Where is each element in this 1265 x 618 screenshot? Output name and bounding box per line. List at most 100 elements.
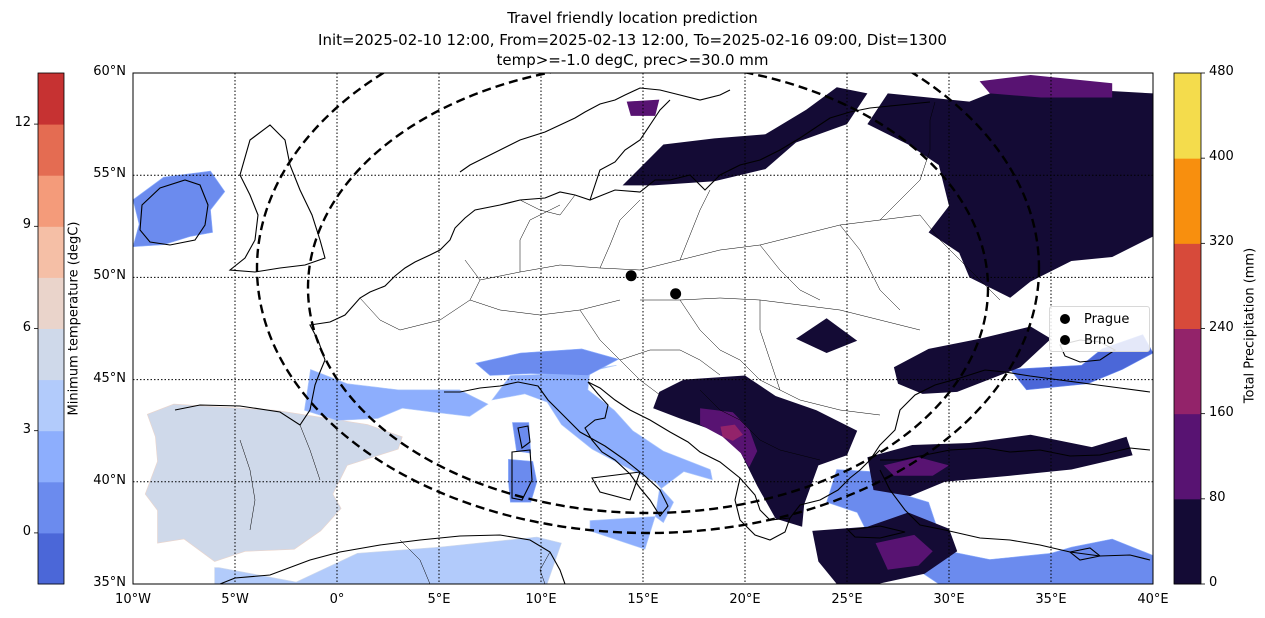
city-marker-prague	[625, 270, 637, 282]
precipitation-colorbar-tick-label: 400	[1209, 149, 1234, 165]
lon-tick-label: 15°E	[627, 592, 659, 607]
coastline-greece	[734, 477, 791, 541]
temperature-colorbar-tick-label: 3	[22, 421, 31, 437]
lat-tick-label: 60°N	[93, 64, 126, 79]
coastline-europe	[174, 101, 931, 426]
precipitation-colorbar-segment	[1174, 243, 1201, 329]
coastline-sardinia	[511, 449, 533, 501]
lat-tick-label: 55°N	[93, 166, 126, 182]
precipitation-colorbar-tick-label: 160	[1209, 404, 1234, 420]
precipitation-colorbar	[1173, 72, 1205, 585]
temperature-region-france-s	[304, 368, 489, 421]
lon-tick-label: 35°E	[1035, 592, 1067, 607]
legend: Prague Brno	[1049, 306, 1150, 352]
precipitation-region-romania-e	[893, 326, 1051, 394]
coastline-cyprus	[1068, 547, 1102, 561]
precipitation-colorbar-segment	[1174, 73, 1201, 159]
temperature-region-sicily	[589, 516, 656, 550]
precipitation-colorbar-segment	[1174, 158, 1201, 244]
precipitation-colorbar-segment	[1174, 413, 1201, 500]
temperature-region-sardinia	[508, 458, 538, 503]
legend-entry-brno: Brno	[1060, 331, 1114, 349]
lon-tick-label: 10°W	[115, 592, 151, 607]
temperature-colorbar-segment	[38, 379, 64, 432]
distance-circle-outer	[255, 73, 1041, 535]
lat-tick-label: 50°N	[93, 268, 126, 284]
chart-subtitle-params: Init=2025-02-10 12:00, From=2025-02-13 1…	[318, 31, 947, 49]
precipitation-region-baltic-spot	[626, 99, 660, 116]
lat-tick-label: 45°N	[93, 370, 126, 386]
legend-marker-icon	[1060, 314, 1070, 324]
lon-tick-label: 10°E	[525, 592, 557, 607]
coastline-italy	[444, 381, 669, 517]
temperature-colorbar-tick-label: 6	[22, 319, 31, 335]
chart-subtitle-thresholds: temp>=-1.0 degC, prec>=30.0 mm	[496, 51, 769, 69]
temperature-colorbar-segment	[38, 175, 64, 227]
lon-tick-label: 30°E	[933, 592, 965, 607]
coastline-balkans	[587, 381, 881, 521]
gridlines	[133, 73, 1153, 584]
temperature-colorbar	[34, 72, 65, 585]
distance-circle	[255, 73, 1041, 535]
coastline-britain	[228, 124, 326, 273]
precipitation-colorbar-tick-label: 240	[1209, 319, 1234, 335]
precipitation-colorbar-label: Total Precipitation (mm)	[1242, 247, 1258, 404]
lon-tick-label: 25°E	[831, 592, 863, 607]
legend-label-brno: Brno	[1084, 332, 1115, 348]
lat-tick-label: 35°N	[93, 575, 126, 590]
country-borders	[239, 101, 1001, 584]
temperature-colorbar-segment	[38, 430, 64, 483]
legend-marker-icon	[1060, 335, 1070, 345]
coastline-ireland	[139, 179, 209, 246]
coastline-scandinavia	[459, 87, 731, 173]
temperature-colorbar-tick-label: 0	[22, 523, 31, 539]
map-area	[133, 73, 1153, 584]
temperature-region-n-africa	[214, 536, 562, 584]
lon-tick-label: 20°E	[729, 592, 761, 607]
temperature-colorbar-segment	[38, 481, 64, 534]
temperature-colorbar-tick-label: 9	[22, 217, 31, 233]
city-markers	[625, 270, 682, 300]
precipitation-colorbar-segment	[1174, 328, 1201, 415]
precipitation-colorbar-tick-label: 80	[1209, 489, 1226, 505]
coastlines	[139, 87, 1151, 584]
precipitation-region-ukraine-w	[796, 318, 858, 353]
distance-circle-inner	[306, 73, 990, 515]
chart-title: Travel friendly location prediction	[507, 9, 758, 27]
precipitation-colorbar-tick-label: 0	[1209, 575, 1218, 590]
lat-tick-label: 40°N	[93, 472, 126, 488]
temperature-region-turkey-s	[907, 538, 1153, 584]
coastline-blacksea	[869, 369, 1151, 461]
lon-tick-label: 5°W	[221, 592, 249, 607]
coastline-turkey-south	[879, 469, 1151, 561]
precipitation-region-east-europe	[867, 85, 1153, 298]
coastline-sicily	[591, 471, 641, 501]
precipitation-region-crete-core	[875, 534, 933, 570]
precipitation-colorbar-segment	[1174, 498, 1201, 585]
coastline-crete	[846, 525, 906, 539]
legend-label-prague: Prague	[1084, 311, 1130, 327]
temperature-region-alps-s	[475, 348, 620, 376]
temperature-colorbar-segment	[38, 328, 64, 381]
temperature-colorbar-segment	[38, 124, 64, 176]
temperature-colorbar-segment	[38, 73, 64, 125]
legend-entry-prague: Prague	[1060, 310, 1129, 328]
temperature-colorbar-segment	[38, 277, 64, 329]
temperature-colorbar-label: Minimum temperature (degC)	[66, 221, 82, 416]
temperature-colorbar-tick-label: 12	[14, 115, 31, 131]
city-marker-brno	[670, 288, 682, 300]
temperature-region-iberia	[144, 403, 403, 562]
precipitation-colorbar-tick-label: 320	[1209, 234, 1234, 250]
precipitation-region-montenegro-max	[720, 424, 743, 441]
temperature-colorbar-segment	[38, 226, 64, 278]
temperature-colorbar-segment	[38, 532, 64, 585]
map-frame	[132, 72, 1154, 585]
lon-tick-label: 0°	[329, 592, 345, 607]
precipitation-colorbar-tick-label: 480	[1209, 64, 1234, 79]
lon-tick-label: 5°E	[427, 592, 451, 607]
precipitation-region-baltic-ne	[979, 75, 1113, 98]
coastline-corsica	[517, 425, 531, 449]
lon-tick-label: 40°E	[1137, 592, 1169, 607]
coastline-sweden-south	[589, 99, 671, 201]
